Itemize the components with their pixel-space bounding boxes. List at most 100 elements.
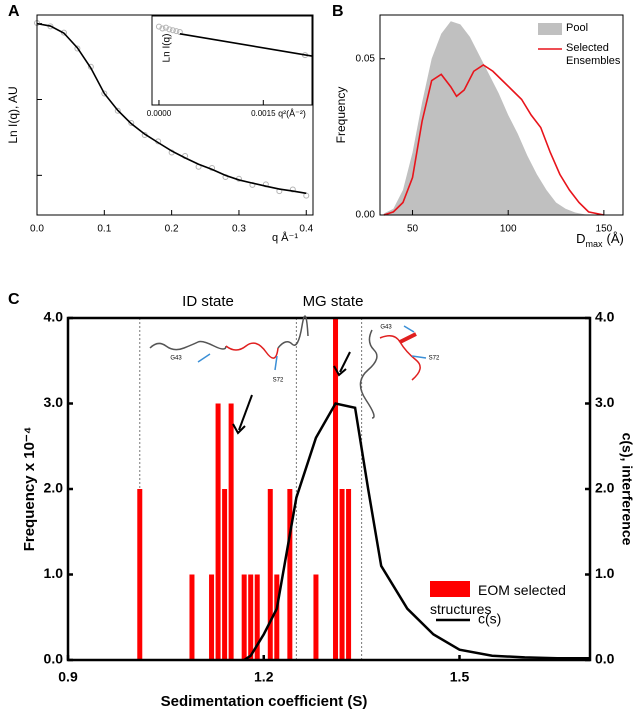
- axes-frame: [379, 14, 624, 216]
- structure-right-red: [379, 335, 421, 381]
- structure-label: G43: [170, 356, 182, 362]
- panel-label: C: [8, 291, 20, 308]
- x-tick-label: 1.2: [254, 669, 274, 685]
- pointer: [197, 353, 211, 363]
- x-tick-label: 1.5: [450, 669, 470, 685]
- x-tick-label: 0.0000: [147, 109, 172, 118]
- x-tick-label: 0.2: [165, 224, 179, 235]
- x-tick-label: 0.4: [299, 224, 313, 235]
- x-tick-label: 150: [596, 224, 613, 235]
- bar: [339, 489, 345, 660]
- y2-tick-label: 2.0: [595, 480, 615, 496]
- x-tick-label: 0.1: [97, 224, 111, 235]
- x-tick-label: 0.9: [58, 669, 78, 685]
- y-tick-label: 2.0: [44, 480, 64, 496]
- arrow-head: [232, 423, 246, 435]
- y-tick-label: 0.0: [44, 651, 64, 667]
- data-point: [169, 27, 176, 34]
- structure-left-end: [277, 315, 309, 349]
- x-axis-label: q²(Å⁻²): [278, 108, 306, 118]
- legend-swatch: [538, 23, 562, 35]
- x-axis-label: Sedimentation coefficient (S): [161, 693, 368, 710]
- y-axis-label: Ln I(q), AU: [6, 86, 20, 143]
- panel-label: A: [8, 3, 20, 20]
- structure-label: G43: [380, 325, 392, 331]
- data-point: [289, 186, 296, 193]
- y-tick-label: 3.0: [44, 394, 64, 410]
- legend-swatch: [430, 581, 470, 597]
- legend-label-box: EOM selected structures: [430, 582, 566, 617]
- legend-label: Pool: [566, 22, 589, 34]
- y-tick-label: 0.05: [356, 53, 376, 64]
- axes-frame: [151, 15, 313, 106]
- structure-label: S72: [273, 378, 284, 384]
- line: [243, 402, 590, 662]
- y2-axis-label: c(s), interference: [619, 433, 635, 546]
- annotation: ID state: [182, 293, 234, 310]
- bar: [254, 574, 260, 660]
- x-tick-label: 0.0015: [251, 109, 276, 118]
- bar: [274, 574, 280, 660]
- legend-label: EOM selected structures: [430, 582, 566, 617]
- y2-tick-label: 1.0: [595, 565, 615, 581]
- data-point: [159, 25, 166, 32]
- bar: [333, 318, 339, 660]
- pointer: [411, 355, 427, 359]
- area: [383, 21, 595, 215]
- bar: [228, 403, 234, 660]
- x-axis-label-sub: max: [586, 239, 604, 249]
- bar: [137, 489, 143, 660]
- x-tick-label: 0.0: [30, 224, 44, 235]
- structure-left: [149, 340, 227, 351]
- data-point: [162, 24, 169, 31]
- arrow-head: [333, 365, 347, 377]
- arrow: [238, 394, 253, 431]
- plot-area: [68, 318, 590, 660]
- y-tick-label: 4.0: [44, 309, 64, 325]
- x-axis-label-part: (Å): [607, 231, 624, 246]
- y-axis-label: Ln I(q): [162, 34, 173, 63]
- structure-right: [359, 329, 378, 419]
- panel-label: B: [332, 3, 344, 20]
- line: [179, 33, 313, 57]
- data-point: [155, 23, 162, 30]
- data-point: [74, 45, 81, 52]
- legend-label-box: Selected Ensembles: [566, 42, 621, 67]
- data-point: [114, 107, 121, 114]
- bar: [209, 574, 215, 660]
- y-tick-label: 0.00: [356, 210, 376, 221]
- legend-label: Selected Ensembles: [566, 42, 621, 67]
- y2-tick-label: 4.0: [595, 309, 615, 325]
- line: [36, 22, 307, 195]
- y2-tick-label: 3.0: [595, 394, 615, 410]
- y-tick-label: 1.0: [44, 565, 64, 581]
- pointer: [403, 325, 415, 333]
- pointer: [274, 355, 278, 371]
- x-axis-label: q Å⁻¹: [272, 231, 298, 244]
- x-tick-label: 100: [500, 224, 517, 235]
- data-point: [166, 26, 173, 33]
- x-axis-label: Dmax (Å): [576, 231, 624, 249]
- x-axis-label-part: D: [576, 231, 585, 246]
- bar: [215, 403, 221, 660]
- bar: [241, 574, 247, 660]
- data-point: [101, 90, 108, 97]
- y-axis-label: Frequency x 10⁻⁴: [21, 427, 38, 552]
- data-point: [173, 28, 180, 35]
- annotation: MG state: [303, 293, 364, 310]
- plot-area: [152, 16, 312, 105]
- axes-frame: [36, 14, 314, 216]
- bar: [189, 574, 195, 660]
- y-axis-label: Frequency: [334, 87, 348, 144]
- bar: [222, 489, 228, 660]
- structure-left-red: [225, 342, 279, 359]
- structure-right-tip: [399, 332, 417, 344]
- arrow: [339, 351, 351, 373]
- legend-label: c(s): [478, 611, 501, 627]
- structure-drawings: [149, 315, 427, 435]
- x-tick-label: 50: [407, 224, 419, 235]
- line: [383, 64, 605, 216]
- legend-label-box: Pool: [566, 22, 589, 34]
